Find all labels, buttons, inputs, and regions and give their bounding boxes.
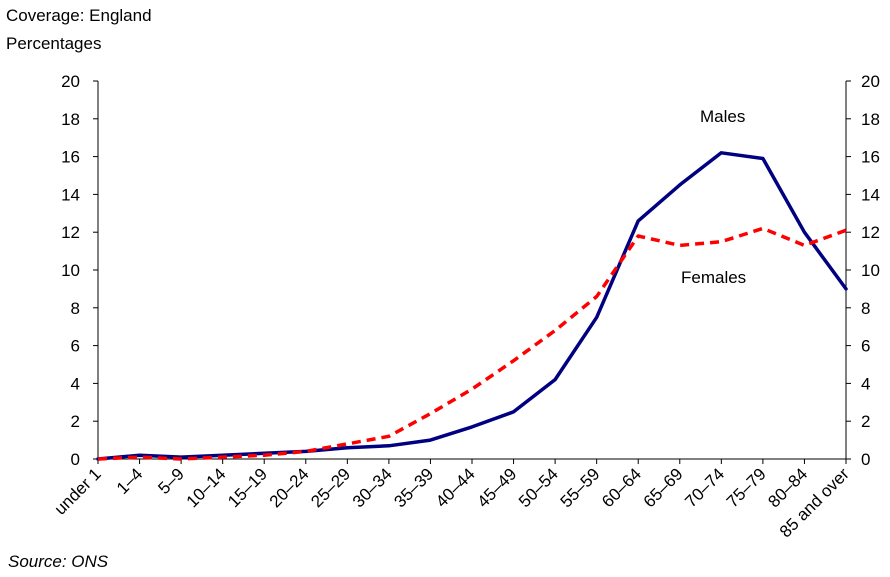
data-point-males-14 bbox=[679, 184, 680, 185]
data-point-females-15 bbox=[721, 241, 722, 242]
y-tick-label-left-16: 16 bbox=[61, 148, 80, 167]
series-label-females: Females bbox=[681, 268, 746, 287]
y-tick-label-left-2: 2 bbox=[71, 412, 80, 431]
data-point-males-9 bbox=[472, 426, 473, 427]
data-point-males-13 bbox=[638, 220, 639, 221]
x-tick-label-16: 75–79 bbox=[723, 464, 770, 511]
y-tick-label-right-6: 6 bbox=[861, 337, 870, 356]
data-point-females-13 bbox=[638, 235, 639, 236]
data-point-males-7 bbox=[388, 445, 389, 446]
left-y-axis: 0 2 4 6 8 10 12 14 16 18 20 bbox=[61, 72, 98, 469]
data-point-females-9 bbox=[472, 389, 473, 390]
data-point-females-14 bbox=[679, 245, 680, 246]
data-point-females-1 bbox=[139, 457, 140, 458]
x-tick-label-9: 40–44 bbox=[432, 464, 479, 511]
data-point-males-6 bbox=[347, 447, 348, 448]
data-point-males-10 bbox=[513, 411, 514, 412]
x-tick-label-14: 65–69 bbox=[640, 464, 687, 511]
data-point-males-12 bbox=[596, 317, 597, 318]
data-point-females-10 bbox=[513, 360, 514, 361]
x-axis: under 1 1–4 5–910–1415–1920–2425–2930–3435… bbox=[51, 459, 853, 541]
y-tick-label-left-0: 0 bbox=[71, 450, 80, 469]
x-tick-label-0: under 1 bbox=[51, 464, 105, 518]
x-tick-label-3: 10–14 bbox=[183, 464, 230, 511]
data-point-males-8 bbox=[430, 440, 431, 441]
units-note: Percentages bbox=[6, 34, 102, 53]
data-point-females-7 bbox=[388, 436, 389, 437]
series-lines bbox=[96, 151, 848, 461]
data-point-females-5 bbox=[305, 451, 306, 452]
data-point-males-15 bbox=[721, 152, 722, 153]
x-tick-label-10: 45–49 bbox=[474, 464, 521, 511]
data-point-males-1 bbox=[139, 455, 140, 456]
y-tick-label-left-12: 12 bbox=[61, 223, 80, 242]
right-y-axis: 0 2 4 6 8 10 12 14 16 18 20 bbox=[846, 72, 880, 469]
x-tick-label-12: 55–59 bbox=[557, 464, 604, 511]
series-label-males: Males bbox=[700, 107, 745, 126]
data-point-females-6 bbox=[347, 443, 348, 444]
data-point-females-3 bbox=[222, 457, 223, 458]
data-point-females-12 bbox=[596, 296, 597, 297]
y-tick-label-right-12: 12 bbox=[861, 223, 880, 242]
source-note: Source: ONS bbox=[8, 552, 109, 571]
data-point-females-4 bbox=[264, 455, 265, 456]
data-point-females-11 bbox=[555, 330, 556, 331]
data-point-males-18 bbox=[846, 288, 847, 289]
y-tick-label-left-14: 14 bbox=[61, 185, 80, 204]
series-line-females bbox=[97, 226, 847, 461]
x-tick-label-11: 50–54 bbox=[515, 464, 562, 511]
data-point-males-17 bbox=[804, 232, 805, 233]
data-point-females-0 bbox=[98, 459, 99, 460]
x-tick-label-15: 70–74 bbox=[681, 464, 728, 511]
coverage-note: Coverage: England bbox=[6, 6, 152, 25]
series-line-males bbox=[96, 151, 848, 461]
x-tick-label-5: 20–24 bbox=[266, 464, 313, 511]
data-point-females-2 bbox=[181, 459, 182, 460]
y-tick-label-left-10: 10 bbox=[61, 261, 80, 280]
y-tick-label-right-20: 20 bbox=[861, 72, 880, 91]
y-tick-label-right-0: 0 bbox=[861, 450, 870, 469]
data-point-females-17 bbox=[804, 245, 805, 246]
y-tick-label-right-10: 10 bbox=[861, 261, 880, 280]
data-point-males-11 bbox=[555, 379, 556, 380]
y-tick-label-right-16: 16 bbox=[861, 148, 880, 167]
y-tick-label-left-6: 6 bbox=[71, 337, 80, 356]
y-tick-label-right-14: 14 bbox=[861, 185, 880, 204]
data-point-females-8 bbox=[430, 413, 431, 414]
y-tick-label-left-8: 8 bbox=[71, 299, 80, 318]
x-tick-label-13: 60–64 bbox=[598, 464, 645, 511]
y-tick-label-left-20: 20 bbox=[61, 72, 80, 91]
y-tick-label-right-2: 2 bbox=[861, 412, 870, 431]
y-tick-label-right-8: 8 bbox=[861, 299, 870, 318]
data-point-males-16 bbox=[762, 158, 763, 159]
y-tick-label-left-4: 4 bbox=[71, 374, 80, 393]
x-tick-label-7: 30–34 bbox=[349, 464, 396, 511]
data-point-females-16 bbox=[762, 228, 763, 229]
x-tick-label-1: 1–4 bbox=[113, 464, 146, 497]
x-tick-label-4: 15–19 bbox=[224, 464, 271, 511]
x-tick-label-2: 5–9 bbox=[154, 464, 187, 497]
x-tick-label-6: 25–29 bbox=[307, 464, 354, 511]
y-tick-label-left-18: 18 bbox=[61, 110, 80, 129]
y-tick-label-right-18: 18 bbox=[861, 110, 880, 129]
x-tick-label-8: 35–39 bbox=[390, 464, 437, 511]
y-tick-label-right-4: 4 bbox=[861, 374, 870, 393]
data-point-females-18 bbox=[846, 230, 847, 231]
